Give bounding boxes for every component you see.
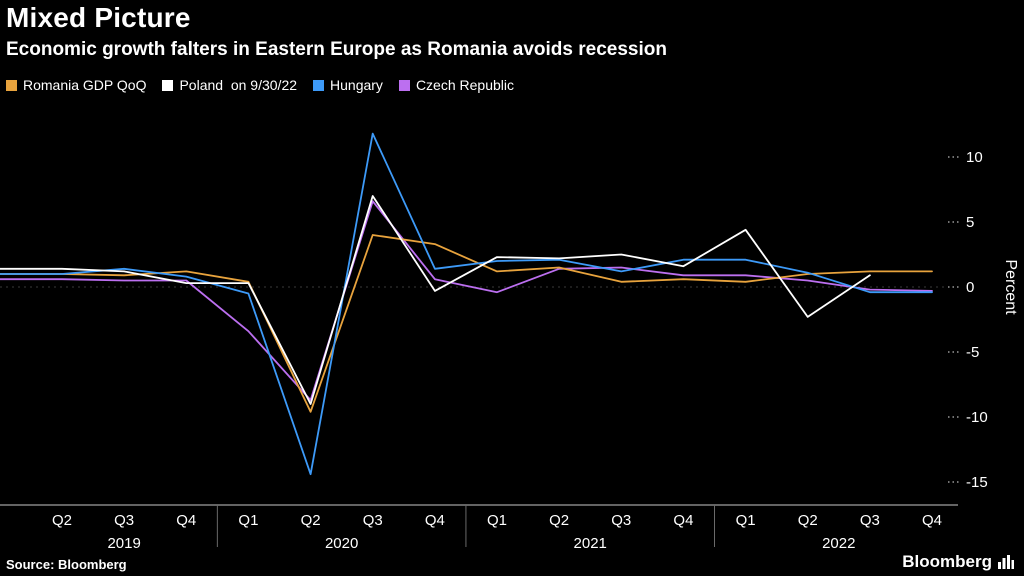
bloomberg-logo: Bloomberg: [902, 552, 1014, 572]
x-tick-label-quarter: Q1: [238, 512, 258, 529]
chart-legend: Romania GDP QoQ Poland on 9/30/22 Hungary C…: [6, 77, 514, 93]
legend-item-romania-gdp-qoq: Romania GDP QoQ: [6, 77, 146, 93]
chart-title: Mixed Picture: [6, 2, 191, 33]
x-tick-label-year: 2021: [574, 535, 607, 552]
x-tick-label-quarter: Q2: [52, 512, 72, 529]
x-tick-label-quarter: Q3: [611, 512, 631, 529]
y-tick-label: 10: [966, 149, 983, 166]
series-line-romania-gdp-qoq: [0, 234, 933, 413]
x-tick-label-year: 2020: [325, 535, 358, 552]
series-line-czech-republic: [0, 200, 933, 402]
x-tick-label-quarter: Q4: [922, 512, 942, 529]
y-tick-label: -10: [966, 409, 988, 426]
bloomberg-chart-icon: [998, 555, 1014, 569]
legend-swatch: [6, 79, 17, 91]
x-tick-label-quarter: Q3: [860, 512, 880, 529]
legend-label: Poland on 9/30/22: [179, 77, 298, 93]
legend-label: Hungary: [330, 77, 383, 93]
y-tick-label: 5: [966, 214, 974, 231]
legend-swatch: [162, 79, 174, 91]
legend-item-czech-republic: Czech Republic: [398, 77, 514, 93]
series-line-hungary: [0, 132, 933, 476]
y-tick-label: -15: [966, 474, 988, 491]
x-tick-label-quarter: Q1: [487, 512, 507, 529]
x-tick-label-quarter: Q4: [673, 512, 693, 529]
x-tick-label-year: 2019: [107, 535, 140, 552]
legend-swatch: [398, 79, 410, 91]
legend-item-hungary: Hungary: [313, 77, 383, 93]
x-tick-label-quarter: Q2: [549, 512, 569, 529]
x-tick-label-quarter: Q3: [114, 512, 134, 529]
x-tick-label-quarter: Q2: [301, 512, 321, 529]
y-axis-label: Percent: [1002, 259, 1019, 315]
x-tick-label-quarter: Q4: [425, 512, 445, 529]
bloomberg-logo-text: Bloomberg: [902, 552, 992, 571]
x-tick-label-year: 2022: [822, 535, 855, 552]
legend-swatch: [313, 79, 325, 91]
y-tick-label: -5: [966, 344, 979, 361]
x-tick-label-quarter: Q2: [798, 512, 818, 529]
chart-subtitle: Economic growth falters in Eastern Europ…: [6, 39, 667, 60]
x-tick-label-quarter: Q4: [176, 512, 196, 529]
legend-item-poland: Poland on 9/30/22: [162, 77, 297, 93]
source-credit: Source: Bloomberg: [6, 557, 127, 572]
legend-label: Romania GDP QoQ: [23, 77, 147, 93]
x-tick-label-quarter: Q1: [736, 512, 756, 529]
x-tick-label-quarter: Q3: [363, 512, 383, 529]
series-line-poland: [0, 195, 871, 405]
legend-label: Czech Republic: [415, 77, 514, 93]
y-tick-label: 0: [966, 279, 974, 296]
